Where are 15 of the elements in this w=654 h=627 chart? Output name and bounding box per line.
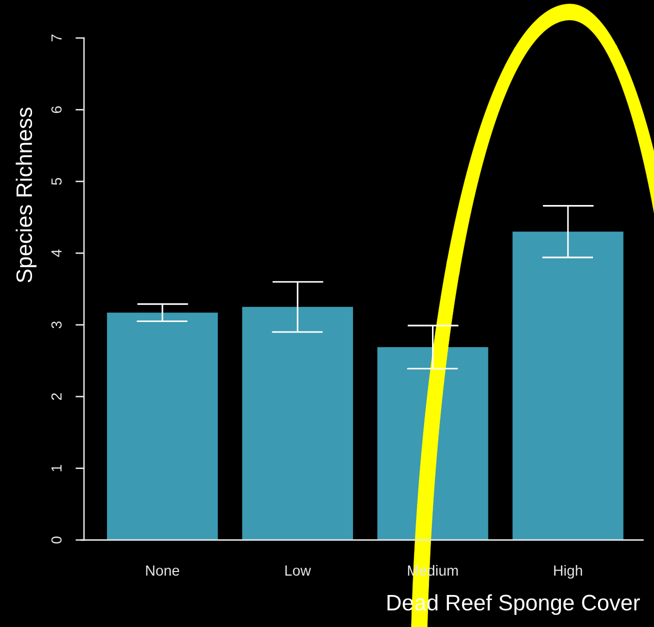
y-tick-label: 6 bbox=[51, 106, 62, 114]
x-tick-label: Low bbox=[285, 566, 312, 576]
bar bbox=[512, 232, 624, 540]
y-tick-label: 3 bbox=[51, 321, 62, 328]
y-tick-label: 1 bbox=[51, 464, 62, 472]
y-tick-label: 2 bbox=[51, 393, 62, 400]
y-tick-label: 4 bbox=[51, 250, 62, 257]
bar bbox=[106, 312, 218, 540]
y-tick-label: 7 bbox=[51, 34, 62, 42]
x-tick-label: None bbox=[146, 566, 180, 576]
y-tick-label: 5 bbox=[51, 178, 62, 185]
x-tick-label: High bbox=[554, 565, 582, 579]
bar bbox=[242, 306, 354, 540]
y-axis-title: Species Richness bbox=[16, 108, 36, 282]
y-tick-label: 0 bbox=[51, 536, 62, 544]
